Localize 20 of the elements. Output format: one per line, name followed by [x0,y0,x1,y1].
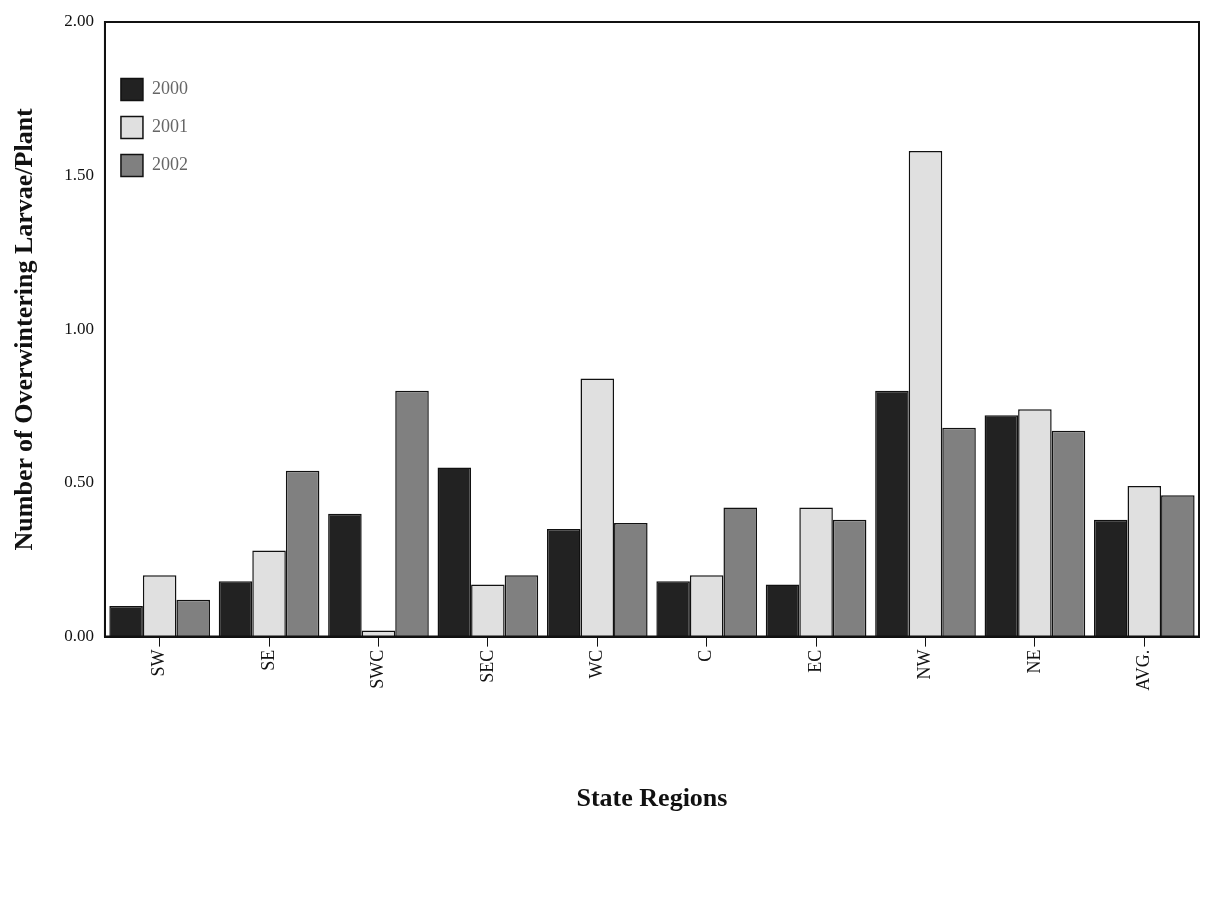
x-tick-label: SE [257,649,278,671]
x-axis-title: State Regions [576,783,728,813]
x-tick-label: C [695,649,716,662]
x-tick-label: NE [1023,649,1044,674]
y-tick-label: 2.00 [64,11,94,31]
x-tick-label: NW [914,649,935,680]
y-axis-title: Number of Overwintering Larvae/Plant [9,107,39,551]
y-tick-label: 0.00 [64,626,94,646]
x-tick-label: SW [148,649,169,677]
y-tick-label: 1.00 [64,318,94,338]
x-tick-label: SEC [476,649,497,683]
legend-label: 2001 [151,116,188,137]
y-tick-label: 1.50 [64,165,94,185]
legend-label: 2002 [151,154,188,175]
x-tick-label: SWC [367,649,388,689]
y-tick-label: 0.50 [64,472,94,492]
x-tick-label: AVG. [1133,649,1154,691]
legend-label: 2000 [151,78,188,99]
x-tick-label: EC [804,649,825,673]
x-tick-label: WC [586,649,607,679]
